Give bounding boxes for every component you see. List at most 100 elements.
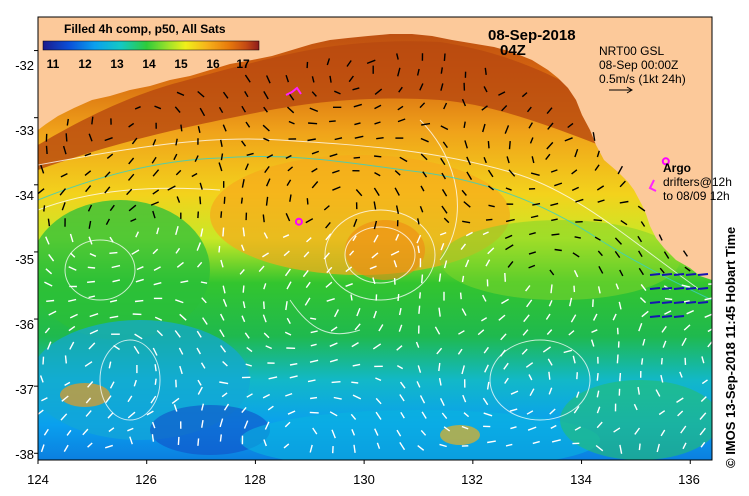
- current-vector: [700, 441, 706, 448]
- current-vector: [619, 444, 623, 454]
- coastal-current-vector: [673, 287, 685, 290]
- current-vector: [310, 330, 318, 334]
- current-vector: [105, 395, 112, 404]
- current-vector: [488, 204, 495, 208]
- current-vector: [440, 157, 446, 166]
- current-vector: [438, 362, 441, 372]
- current-vector: [222, 124, 227, 132]
- current-vector: [180, 280, 189, 284]
- current-vector: [550, 284, 553, 294]
- lat-tick: -33: [15, 123, 34, 138]
- current-vector: [660, 429, 666, 437]
- current-vector: [374, 171, 381, 177]
- current-vector: [241, 105, 247, 113]
- current-vector: [329, 120, 336, 123]
- current-vector: [263, 283, 267, 290]
- current-vector: [326, 58, 331, 66]
- current-vector: [704, 297, 712, 301]
- current-vector: [329, 153, 338, 158]
- current-vector: [264, 165, 270, 174]
- current-vector: [310, 317, 317, 320]
- warm-spot: [440, 425, 480, 445]
- current-vector: [334, 137, 343, 141]
- current-vector: [134, 299, 144, 303]
- current-vector: [663, 251, 670, 259]
- current-vector: [683, 324, 691, 331]
- current-vector: [180, 124, 183, 132]
- current-vector: [153, 266, 161, 272]
- current-vector: [442, 141, 448, 149]
- current-vector: [596, 390, 600, 398]
- current-vector: [397, 105, 404, 111]
- cold-patch: [150, 405, 270, 455]
- coastal-current-vector: [685, 273, 697, 276]
- current-vector: [682, 250, 688, 257]
- current-vector: [419, 83, 424, 91]
- current-vector: [637, 205, 646, 212]
- current-vector: [505, 218, 515, 223]
- current-vector: [289, 375, 298, 379]
- current-vector: [109, 236, 114, 243]
- current-vector: [284, 268, 291, 277]
- current-vector: [510, 390, 519, 395]
- current-vector: [85, 397, 92, 404]
- current-vector: [311, 76, 315, 83]
- current-vector: [637, 386, 640, 395]
- coastal-current-vector: [697, 287, 709, 290]
- current-vector: [592, 299, 594, 307]
- current-vector: [325, 233, 332, 241]
- current-vector: [596, 406, 601, 414]
- current-vector: [262, 314, 267, 323]
- current-vector: [128, 157, 135, 165]
- current-vector: [263, 232, 269, 239]
- current-vector: [129, 436, 133, 445]
- current-vector: [614, 237, 623, 245]
- colorbar-tick: 16: [206, 57, 220, 71]
- current-vector: [45, 145, 48, 155]
- current-vector: [128, 122, 135, 128]
- current-vector: [660, 358, 663, 365]
- current-vector: [40, 164, 45, 174]
- drifter-track: [648, 179, 657, 192]
- current-vector: [222, 360, 228, 367]
- current-vector: [345, 283, 353, 287]
- current-vector: [66, 429, 72, 436]
- current-vector: [440, 83, 444, 91]
- current-vector: [545, 153, 551, 161]
- current-vector: [664, 310, 672, 315]
- current-vector: [222, 285, 226, 294]
- current-vector: [265, 196, 269, 206]
- current-vector: [111, 264, 121, 269]
- current-vector: [638, 322, 643, 332]
- current-vector: [244, 163, 249, 171]
- current-vector: [333, 309, 340, 318]
- current-vector: [241, 179, 245, 188]
- current-vector: [151, 156, 157, 164]
- current-vector: [303, 251, 310, 258]
- current-vector: [221, 392, 228, 398]
- current-vector: [642, 338, 646, 346]
- current-vector: [202, 317, 208, 325]
- current-vector: [349, 250, 355, 256]
- current-vector: [84, 152, 92, 157]
- current-vector: [152, 347, 158, 356]
- current-vector: [484, 67, 487, 75]
- current-vector: [263, 332, 270, 339]
- coastal-current-vector: [673, 315, 685, 318]
- current-vector: [176, 196, 181, 203]
- current-vector: [220, 139, 223, 147]
- current-vector: [285, 74, 290, 83]
- current-vector: [373, 201, 377, 210]
- current-vector: [504, 234, 513, 240]
- current-vector: [466, 156, 472, 166]
- credit-text: © IMOS 13-Sep-2018 11:45 Hobart Time: [723, 226, 738, 468]
- current-vector: [576, 372, 578, 380]
- current-vectors: [38, 53, 712, 454]
- colorbar: [42, 40, 260, 51]
- current-vector: [421, 122, 431, 126]
- current-vector: [63, 444, 69, 452]
- current-vector: [109, 381, 115, 389]
- current-vector: [333, 396, 342, 400]
- current-vector: [285, 392, 293, 397]
- current-vector: [242, 301, 246, 309]
